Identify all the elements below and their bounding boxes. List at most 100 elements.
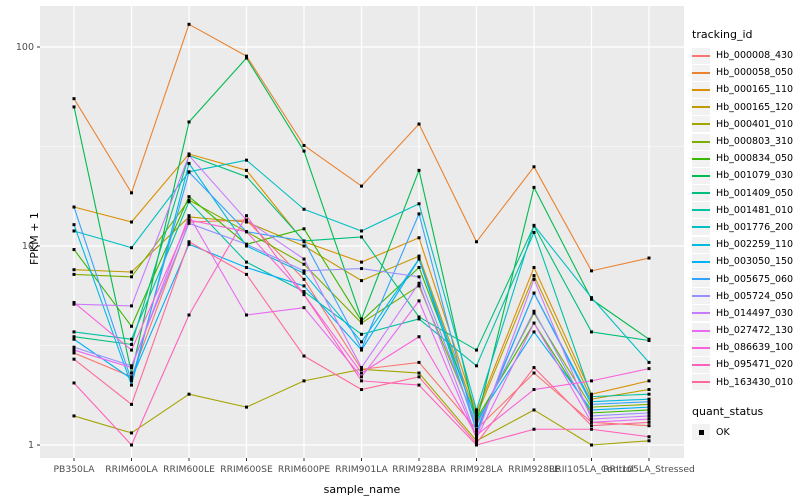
data-point [590,400,593,404]
data-point [417,299,421,303]
data-point [475,436,478,440]
data-point [72,330,76,334]
legend-item: Hb_003050_150 [692,253,798,270]
data-point [245,168,248,172]
data-point [475,419,478,423]
data-point [130,270,133,274]
data-point [590,395,593,399]
data-point [302,290,306,294]
data-point [590,296,593,300]
data-point [245,175,248,179]
data-point [360,367,363,371]
data-point [532,223,536,227]
data-point [72,223,76,227]
legend-line-swatch [692,88,710,91]
legend-item: Hb_014497_030 [692,305,798,322]
legend-key [692,236,710,253]
data-point [647,420,651,424]
data-point [475,408,478,412]
data-point [302,269,306,273]
legend-key [692,305,710,322]
data-point [417,335,421,339]
data-point [475,441,478,445]
data-point [245,54,248,58]
data-point [130,304,133,308]
legend-line-swatch [692,106,710,109]
data-point [590,392,593,396]
data-point [360,319,363,323]
legend-shape-items: OK [692,424,798,441]
x-tick-label: PB350LA [54,464,96,475]
x-tick-label: RRIM928LE [508,464,560,475]
legend-key [692,64,710,81]
data-point [475,411,478,415]
data-point [302,262,306,266]
legend-item: Hb_000058_050 [692,64,798,81]
data-point [360,332,363,336]
legend-item-label: Hb_086639_100 [716,342,794,354]
data-point [72,345,76,349]
data-point [302,379,306,383]
legend-line-swatch [692,329,710,332]
data-point [72,97,76,101]
data-point [475,424,478,428]
legend-item: Hb_002259_110 [692,236,798,253]
legend-key [692,219,710,236]
x-tick-label: RRIM600PE [278,464,330,475]
data-point [590,397,593,401]
legend-line-swatch [692,157,710,160]
data-point [245,272,248,276]
data-point [130,379,133,383]
data-point [647,392,651,396]
data-point [72,105,76,109]
data-point [187,152,191,156]
legend-item-label: Hb_000803_310 [716,136,794,148]
data-point [417,360,421,364]
data-point [590,297,593,301]
data-point [360,340,363,344]
data-point [302,284,306,288]
data-point [72,268,76,272]
data-point [417,122,421,126]
data-point [360,371,363,375]
legend-item-label: Hb_000834_050 [716,153,794,165]
legend-key [692,116,710,133]
data-point [245,405,248,409]
data-point [590,408,593,412]
data-point [532,321,536,325]
data-point [417,371,421,375]
legend-quant-label: OK [716,426,730,438]
legend-line-swatch [692,295,710,298]
y-tick-label: 100 [16,42,34,53]
data-point [187,218,191,222]
x-axis-title: sample_name [323,483,401,496]
data-point [417,257,421,261]
data-point [302,227,306,231]
data-point [187,120,191,124]
data-point [187,242,191,246]
data-point [590,414,593,418]
data-point [647,402,651,406]
legend-item-label: Hb_001481_010 [716,204,794,216]
data-point [647,400,651,404]
legend-item: Hb_001079_030 [692,167,798,184]
legend-key [692,81,710,98]
data-point [532,277,536,281]
data-point [360,366,363,370]
data-point [475,364,478,368]
data-point [245,158,248,162]
data-point [360,375,363,379]
data-point [590,427,593,431]
data-point [245,242,248,246]
data-point [302,143,306,147]
legend-item-label: Hb_001409_050 [716,187,794,199]
data-point [590,330,593,334]
legend-shape-title: quant_status [692,404,764,418]
data-point [647,379,651,383]
data-point [187,153,191,157]
x-tick-label: RRIM928LA [450,464,503,475]
legend-key [692,133,710,150]
legend-key [692,374,710,391]
data-point [417,265,421,269]
data-point [72,414,76,418]
